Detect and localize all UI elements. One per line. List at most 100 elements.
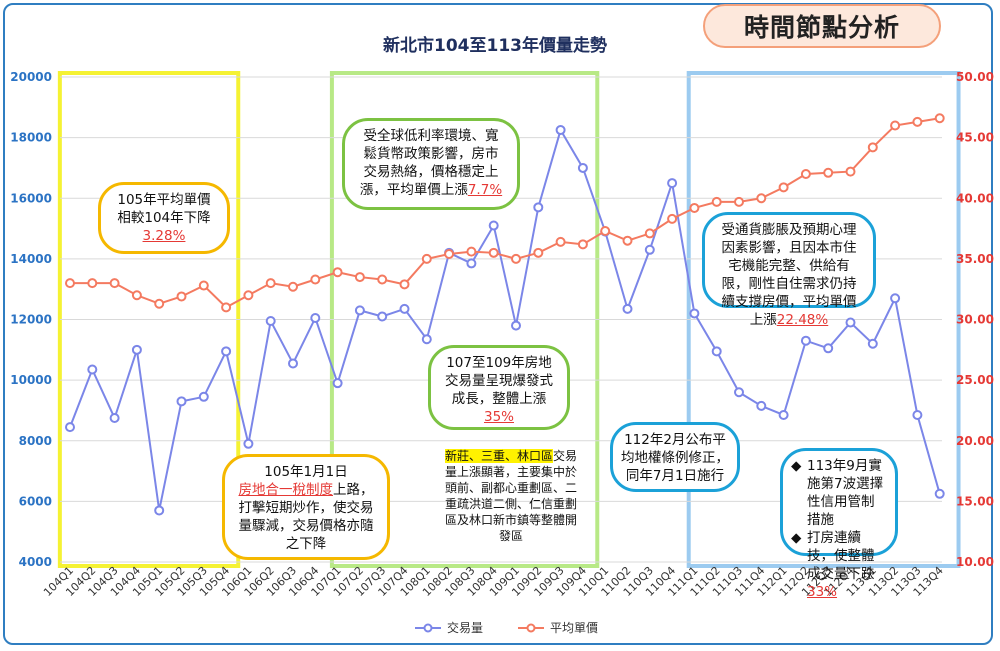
left-tick-label: 8000: [19, 434, 52, 448]
volume-point: [488, 220, 499, 231]
series-line: [69, 127, 941, 511]
volume-point: [800, 335, 811, 346]
left-tick-label: 4000: [19, 555, 52, 569]
volume-point: [912, 409, 923, 420]
price-point: [912, 116, 923, 127]
price-point: [867, 142, 878, 153]
chart-title: 新北市104至113年價量走勢: [383, 36, 607, 56]
left-tick-label: 20000: [10, 70, 52, 84]
price-point: [265, 278, 276, 289]
right-tick-label: 30.00: [956, 313, 994, 327]
price-point: [131, 290, 142, 301]
left-tick-label: 18000: [10, 131, 52, 145]
price-point: [154, 298, 165, 309]
price-point: [689, 202, 700, 213]
note-global-low-rates: 受全球低利率環境、寬鬆貨幣政策影響，房市交易熱絡，價格穩定上漲，平均單價上漲7.…: [342, 118, 520, 210]
left-tick-label: 12000: [10, 313, 52, 327]
price-point: [221, 302, 232, 313]
volume-point: [288, 358, 298, 369]
price-point: [644, 228, 655, 239]
price-point: [288, 281, 298, 292]
left-tick-label: 10000: [10, 373, 52, 387]
volume-point: [265, 316, 276, 327]
price-point: [667, 213, 678, 224]
price-point: [577, 239, 588, 250]
price-point: [600, 225, 611, 236]
volume-point: [154, 505, 165, 516]
volume-point: [867, 338, 878, 349]
legend-label: 交易量: [447, 620, 483, 635]
note-112-land-act: 112年2月公布平均地權條例修正，同年7月1日施行: [610, 422, 740, 492]
bullet-icon: ◆: [791, 458, 802, 474]
volume-point: [667, 178, 678, 189]
volume-point: [511, 320, 521, 331]
volume-point: [555, 125, 566, 136]
volume-point: [577, 162, 588, 173]
price-point: [845, 166, 856, 177]
bullet-icon: ◆: [791, 530, 802, 546]
price-point: [377, 274, 388, 285]
price-point: [488, 247, 499, 258]
volume-point: [243, 438, 254, 449]
price-point: [87, 278, 98, 289]
price-point: [243, 290, 254, 301]
price-point: [533, 247, 544, 258]
note-inflation: 受通貨膨脹及預期心理因素影響，且因本市住宅機能完整、供給有限，剛性自住需求仍持續…: [702, 212, 876, 328]
note-105-price-drop: 105年平均單價相較104年下降3.28%: [98, 182, 230, 254]
volume-point: [778, 409, 789, 420]
legend-label: 平均單價: [550, 621, 598, 635]
volume-point: [176, 396, 187, 407]
volume-point: [399, 303, 410, 314]
volume-point: [221, 346, 232, 357]
price-point: [198, 280, 209, 291]
legend: 交易量 平均單價: [415, 620, 598, 635]
price-point: [823, 167, 834, 178]
volume-point: [109, 413, 120, 424]
price-point: [444, 249, 455, 260]
volume-point: [890, 293, 901, 304]
right-tick-label: 45.00: [956, 131, 994, 145]
volume-point: [711, 346, 722, 357]
volume-point: [756, 400, 767, 411]
volume-point: [466, 258, 477, 269]
volume-point: [354, 305, 365, 316]
volume-point: [198, 391, 209, 402]
volume-point: [934, 488, 945, 499]
note-key-districts: 新莊、三重、林口區交易量上漲顯著，主要集中於頭前、副都心重劃區、二重疏洪道二側、…: [444, 449, 578, 543]
left-tick-label: 16000: [10, 191, 52, 205]
price-point: [399, 279, 410, 290]
volume-point: [823, 343, 834, 354]
price-point: [800, 169, 811, 179]
legend-marker: [423, 623, 433, 633]
volume-point: [845, 317, 856, 328]
note-105-tax-policy: 105年1月1日 房地合一稅制度上路，打擊短期炒作，使交易量驟減，交易價格亦隨之…: [222, 454, 390, 560]
volume-point: [131, 344, 142, 355]
series-line: [70, 117, 940, 309]
price-point: [711, 196, 722, 207]
right-tick-label: 20.00: [956, 434, 994, 448]
price-series: [65, 113, 945, 313]
time-node-badge: 時間節點分析: [703, 4, 941, 48]
volume-point: [377, 311, 388, 322]
left-axis-ticks: 20000 18000 16000 14000 12000 10000 8000 6000 40…: [10, 70, 52, 569]
price-point: [756, 193, 767, 204]
right-tick-label: 15.00: [956, 494, 994, 508]
price-point: [176, 291, 187, 302]
right-tick-label: 40.00: [956, 191, 994, 205]
right-tick-label: 25.00: [956, 373, 994, 387]
volume-point: [65, 422, 75, 433]
legend-marker: [526, 623, 536, 633]
left-tick-label: 14000: [10, 252, 52, 266]
volume-point: [87, 364, 98, 375]
volume-point: [734, 387, 744, 398]
note-107-109-growth: 107至109年房地交易量呈現爆發式成長，整體上漲35%: [428, 345, 570, 430]
volume-point: [644, 244, 655, 255]
right-tick-label: 10.00: [956, 555, 994, 569]
price-point: [466, 246, 477, 257]
volume-point: [310, 312, 321, 323]
note-113-credit-control: ◆ 113年9月實施第7波選擇性信用管制措施 ◆ 打房連續技，使整體成交量下跌33%: [780, 448, 898, 600]
price-point: [934, 113, 945, 124]
price-point: [310, 274, 321, 285]
right-tick-label: 35.00: [956, 252, 994, 266]
